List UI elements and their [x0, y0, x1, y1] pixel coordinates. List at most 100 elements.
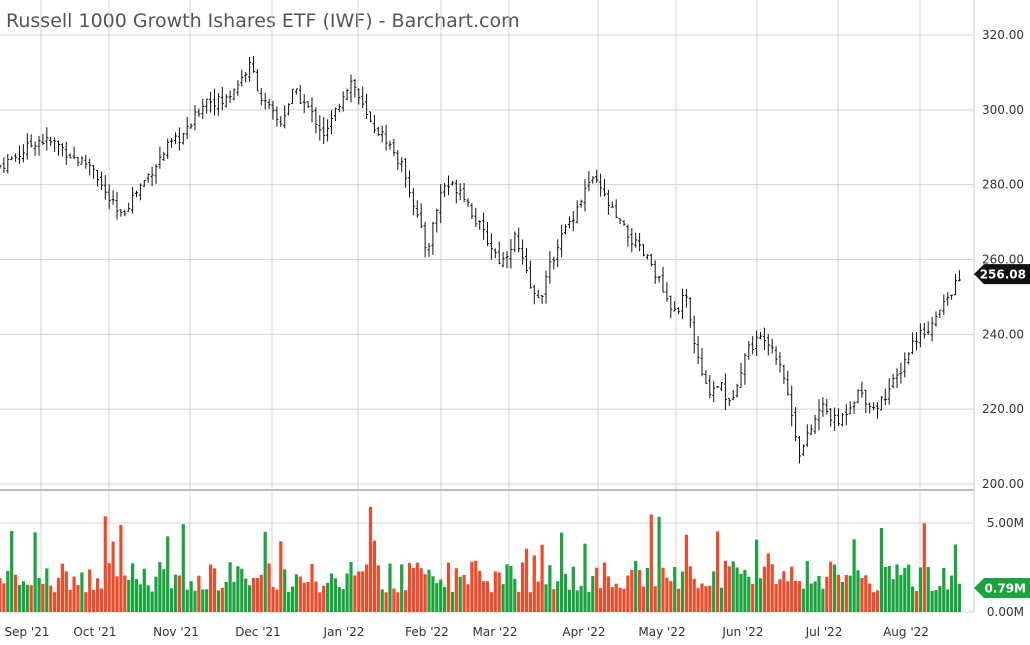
volume-bar: [138, 584, 142, 612]
volume-bar: [879, 528, 883, 612]
volume-bar: [415, 562, 419, 612]
volume-bar: [21, 581, 25, 612]
price-tick-label: 200.00: [982, 477, 1024, 491]
volume-bar: [567, 589, 571, 612]
volume-bar: [361, 571, 365, 612]
volume-bar: [794, 580, 798, 612]
volume-bar: [587, 591, 591, 612]
volume-bar: [189, 581, 193, 612]
volume-bar: [193, 590, 197, 612]
volume-bar: [134, 579, 139, 612]
volume-bar: [669, 581, 673, 612]
date-tick-label: Sep '21: [5, 625, 50, 639]
volume-bar: [524, 548, 529, 612]
volume-bar: [107, 563, 111, 612]
volume-bar: [2, 583, 6, 612]
volume-bar: [177, 575, 181, 612]
volume-bar: [146, 585, 150, 612]
volume-bar: [953, 544, 958, 612]
last-price-label: 256.08: [980, 268, 1026, 282]
volume-bar: [119, 524, 123, 612]
volume-bar: [657, 516, 661, 612]
volume-bar: [454, 568, 458, 612]
volume-bar: [232, 581, 236, 612]
volume-bar: [684, 534, 688, 612]
volume-bar: [914, 591, 919, 612]
volume-bar: [513, 578, 517, 612]
volume-bar: [220, 587, 224, 612]
volume-bar: [474, 560, 478, 612]
volume-bar: [817, 576, 821, 612]
volume-bar: [692, 578, 696, 612]
volume-bar: [809, 583, 813, 612]
chart-title: Russell 1000 Growth Ishares ETF (IWF) - …: [6, 10, 520, 32]
date-tick-label: Oct '21: [73, 625, 116, 639]
volume-bar: [872, 592, 876, 612]
volume-bar: [14, 574, 18, 612]
volume-bar: [704, 586, 708, 612]
volume-bar: [435, 583, 439, 612]
volume-bar: [755, 539, 759, 612]
volume-bar: [388, 563, 392, 612]
volume-bar: [782, 571, 786, 612]
volume-bar: [556, 581, 560, 612]
volume-bar: [758, 578, 763, 612]
volume-bar: [244, 578, 248, 612]
volume-bar: [509, 566, 513, 612]
volume-bar: [579, 585, 583, 612]
volume-bar: [696, 588, 700, 612]
volume-bar: [368, 506, 373, 612]
date-tick-label: May '22: [638, 625, 685, 639]
volume-bar: [634, 560, 638, 612]
volume-bar: [407, 562, 412, 612]
volume-bar: [33, 532, 37, 612]
volume-bar: [860, 577, 864, 612]
volume-bar: [497, 572, 501, 612]
volume-bar: [251, 577, 256, 612]
volume-bar: [712, 571, 716, 612]
volume-bar: [653, 586, 657, 612]
volume-bar: [404, 590, 408, 612]
volume-bar: [298, 576, 302, 612]
volume-tick-label: 5.00M: [987, 516, 1024, 530]
volume-bar: [563, 573, 568, 612]
volume-bar: [723, 560, 727, 612]
volume-bar: [115, 576, 119, 612]
volume-bar: [287, 592, 291, 612]
volume-bar: [365, 564, 369, 612]
last-volume-label: 0.79M: [984, 581, 1026, 595]
volume-bar: [489, 592, 493, 612]
volume-bar: [271, 586, 275, 612]
volume-bar: [614, 583, 618, 612]
volume-bar: [41, 583, 45, 612]
volume-bar: [357, 571, 361, 612]
volume-bar: [283, 569, 287, 612]
volume-bar: [638, 570, 642, 612]
volume-bar: [431, 576, 435, 612]
last-price-badge: [974, 264, 1030, 285]
volume-bar: [840, 581, 844, 612]
volume-bar: [731, 561, 735, 612]
date-tick-label: Jun '22: [721, 625, 763, 639]
volume-bar: [875, 590, 880, 612]
volume-bar: [123, 575, 127, 612]
volume-bar: [868, 583, 872, 612]
volume-bar: [673, 566, 677, 612]
volume-bar: [131, 563, 135, 612]
price-tick-label: 300.00: [982, 103, 1024, 117]
volume-bar: [778, 579, 782, 612]
volume-bar: [852, 539, 856, 612]
volume-bar: [575, 590, 579, 612]
price-tick-label: 220.00: [982, 402, 1024, 416]
volume-bar: [688, 566, 692, 612]
volume-bar: [622, 588, 626, 612]
volume-bar: [946, 589, 950, 612]
volume-bar: [17, 584, 22, 612]
volume-bar: [700, 583, 704, 612]
volume-bar: [641, 586, 646, 612]
date-tick-label: Nov '21: [153, 625, 199, 639]
volume-bar: [423, 574, 427, 612]
date-tick-label: Aug '22: [883, 625, 929, 639]
volume-bar: [528, 592, 532, 612]
